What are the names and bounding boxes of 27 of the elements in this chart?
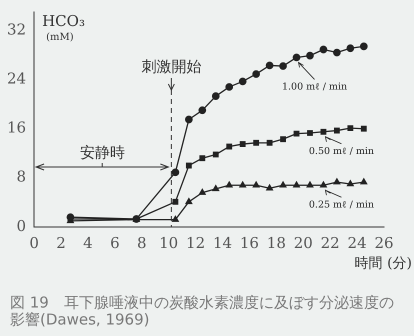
- y-tick-label: 24: [6, 69, 26, 88]
- x-tick-label: 12: [186, 234, 206, 252]
- x-tick-label: 0: [29, 234, 39, 252]
- x-tick-label: 14: [212, 234, 232, 252]
- x-tick-label: 20: [294, 234, 313, 252]
- x-tick-label: 24: [348, 234, 367, 252]
- x-tick-label: 6: [110, 234, 120, 252]
- x-tick-label: 26: [374, 234, 394, 252]
- y-tick-label: 8: [16, 168, 26, 186]
- y-axis-title: HCO₃ (mM): [42, 12, 85, 43]
- y-tick-label: 16: [6, 118, 26, 137]
- x-tick-label: 22: [320, 234, 340, 252]
- x-tick-label: 8: [136, 234, 147, 252]
- legend-label: 0.25 mℓ / min: [308, 199, 374, 210]
- ref-line-label: 刺激開始: [141, 57, 202, 76]
- legend-label: 1.00 mℓ / min: [282, 82, 348, 93]
- x-tick-label: 18: [266, 234, 286, 252]
- x-tick-label: 4: [83, 234, 93, 252]
- y-tick-label: 0: [16, 216, 26, 235]
- y-tick-label: 32: [6, 20, 26, 38]
- x-tick-label: 16: [240, 234, 259, 252]
- x-tick-label: 2: [56, 234, 66, 252]
- x-tick-label: 10: [159, 234, 178, 252]
- x-axis-title: 時間 (分): [354, 256, 412, 272]
- annotation: 安静時: [80, 143, 126, 162]
- legend-label: 0.50 mℓ / min: [308, 146, 374, 158]
- caption: 図 19 耳下腺唾液中の炭酸水素濃度に及ぼす分泌速度の影響(Dawes, 1969): [10, 293, 394, 328]
